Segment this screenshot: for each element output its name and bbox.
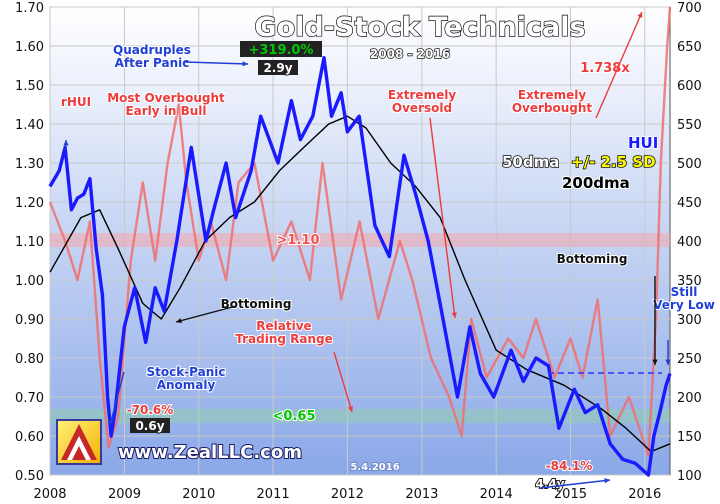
- legend-sd: +/- 2.5 SD: [571, 153, 656, 171]
- chart-title: Gold-Stock Technicals: [254, 12, 585, 43]
- y-left-tick-label: 1.70: [15, 1, 44, 16]
- y-right-tick-label: 650: [677, 40, 702, 55]
- legend-hui: HUI: [628, 134, 658, 152]
- y-left-tick-label: 1.60: [15, 40, 44, 55]
- y-right-tick-label: 550: [677, 118, 702, 133]
- band-lower-0-65: [50, 409, 670, 423]
- x-tick-label: 2015: [554, 487, 587, 502]
- annotation-band-lower: <0.65: [273, 409, 316, 424]
- y-left-tick-label: 0.80: [15, 352, 44, 367]
- series-group: [48, 6, 672, 477]
- y-right-tick-label: 500: [677, 157, 702, 172]
- annotation-arrow: [595, 11, 643, 119]
- pct-up-box: [240, 41, 322, 57]
- annotation-relative-range: Relative Trading Range: [235, 319, 333, 346]
- x-tick-label: 2011: [257, 487, 290, 502]
- annotation-arrowhead: [176, 318, 182, 324]
- annotation-arrow: [539, 479, 611, 489]
- y-right-tick-label: 150: [677, 430, 702, 445]
- y-left-tick-label: 0.90: [15, 313, 44, 328]
- y-right-tick-label: 400: [677, 235, 702, 250]
- hui-series-line: [48, 56, 672, 477]
- legend-50dma: 50dma: [502, 153, 559, 171]
- annotation-most-overbought: Most Overbought Early in Bull: [107, 91, 225, 118]
- annotation-still-low: Still Very Low: [653, 285, 715, 312]
- y-right-tick-label: 100: [677, 469, 702, 484]
- annotation-extremely-overbought: Extremely Overbought: [512, 88, 593, 115]
- y-left-tick-label: 1.00: [15, 274, 44, 289]
- annotation-rhui: rHUI: [61, 95, 91, 109]
- y-right-tick-label: 350: [677, 274, 702, 289]
- dma200-series-line: [49, 115, 671, 453]
- y-axis-right: 100 150 200 250 300 350 400 450 500 550 600 650 700: [677, 1, 702, 484]
- annotation-date-stamp: 5.4.2016: [350, 462, 399, 473]
- annotation-bottoming-1: Bottoming: [221, 297, 292, 311]
- annotation-arrowhead: [652, 359, 658, 365]
- y-right-tick-label: 300: [677, 313, 702, 328]
- y-right-tick-label: 600: [677, 79, 702, 94]
- y-left-tick-label: 1.20: [15, 196, 44, 211]
- annotation-arrow: [333, 351, 353, 413]
- y-left-tick-label: 0.50: [15, 469, 44, 484]
- annotation-website: www.ZealLLC.com: [118, 442, 302, 463]
- y-left-tick-label: 1.10: [15, 235, 44, 250]
- annotation-stock-panic: Stock-Panic Anomaly: [146, 365, 225, 392]
- rhui-series-line: [48, 6, 672, 457]
- annotation-ratio-peak: 1.738x: [580, 61, 630, 76]
- y-right-tick-label: 200: [677, 391, 702, 406]
- time-down-1-box: [130, 418, 170, 433]
- x-tick-label: 2013: [405, 487, 438, 502]
- annotation-arrowhead: [63, 140, 69, 146]
- annotation-band-upper: >1.10: [277, 233, 320, 248]
- annotation-time-down-1: 0.6y: [135, 419, 164, 433]
- annotation-extremely-oversold: Extremely Oversold: [388, 88, 456, 115]
- y-right-tick-label: 700: [677, 1, 702, 16]
- annotation-arrow: [184, 61, 249, 65]
- annotations: Quadruples After Panic +319.0% 2.9y rHUI Most…: [60, 11, 716, 492]
- annotation-time-up: 2.9y: [263, 61, 292, 75]
- y-axis-left: 0.50 0.60 0.70 0.80 0.90 1.00 1.10 1.20 1.30 1.40…: [15, 1, 44, 484]
- y-right-tick-label: 250: [677, 352, 702, 367]
- legend-200dma: 200dma: [562, 174, 630, 192]
- y-right-tick-label: 450: [677, 196, 702, 211]
- annotation-arrowhead: [347, 406, 353, 412]
- annotation-bottoming-2: Bottoming: [557, 252, 628, 266]
- annotation-pct-up: +319.0%: [248, 43, 313, 58]
- annotation-quadruples: Quadruples After Panic: [113, 43, 191, 70]
- x-tick-label: 2008: [33, 487, 66, 502]
- annotation-arrow: [109, 371, 125, 426]
- logo-icon: [56, 419, 102, 465]
- annotation-arrowhead: [451, 312, 457, 318]
- annotation-arrowhead: [604, 478, 610, 484]
- x-tick-label: 2009: [108, 487, 141, 502]
- annotation-pct-down-1: -70.6%: [127, 403, 174, 417]
- annotation-arrow: [429, 117, 456, 319]
- annotation-arrowhead: [637, 12, 643, 18]
- annotation-arrow: [175, 305, 237, 323]
- annotation-pct-down-2: -84.1%: [546, 459, 593, 473]
- time-up-box: [258, 60, 298, 75]
- x-tick-label: 2010: [182, 487, 215, 502]
- annotation-arrowhead: [242, 61, 248, 67]
- x-tick-label: 2014: [480, 487, 513, 502]
- y-left-tick-label: 0.70: [15, 391, 44, 406]
- annotation-time-down-2: 4.4y: [535, 477, 564, 491]
- band-upper-1-10: [50, 233, 670, 247]
- y-left-tick-label: 1.30: [15, 157, 44, 172]
- annotation-arrowhead: [665, 359, 671, 365]
- x-tick-label: 2012: [331, 487, 364, 502]
- chart-subtitle: 2008 - 2016: [370, 47, 450, 61]
- y-left-tick-label: 1.50: [15, 79, 44, 94]
- x-tick-label: 2016: [628, 487, 661, 502]
- annotation-arrowhead: [108, 419, 114, 425]
- y-left-tick-label: 1.40: [15, 118, 44, 133]
- y-left-tick-label: 0.60: [15, 430, 44, 445]
- x-axis: 2008 2009 2010 2011 2012 2013 2014 2015 2016: [33, 487, 661, 502]
